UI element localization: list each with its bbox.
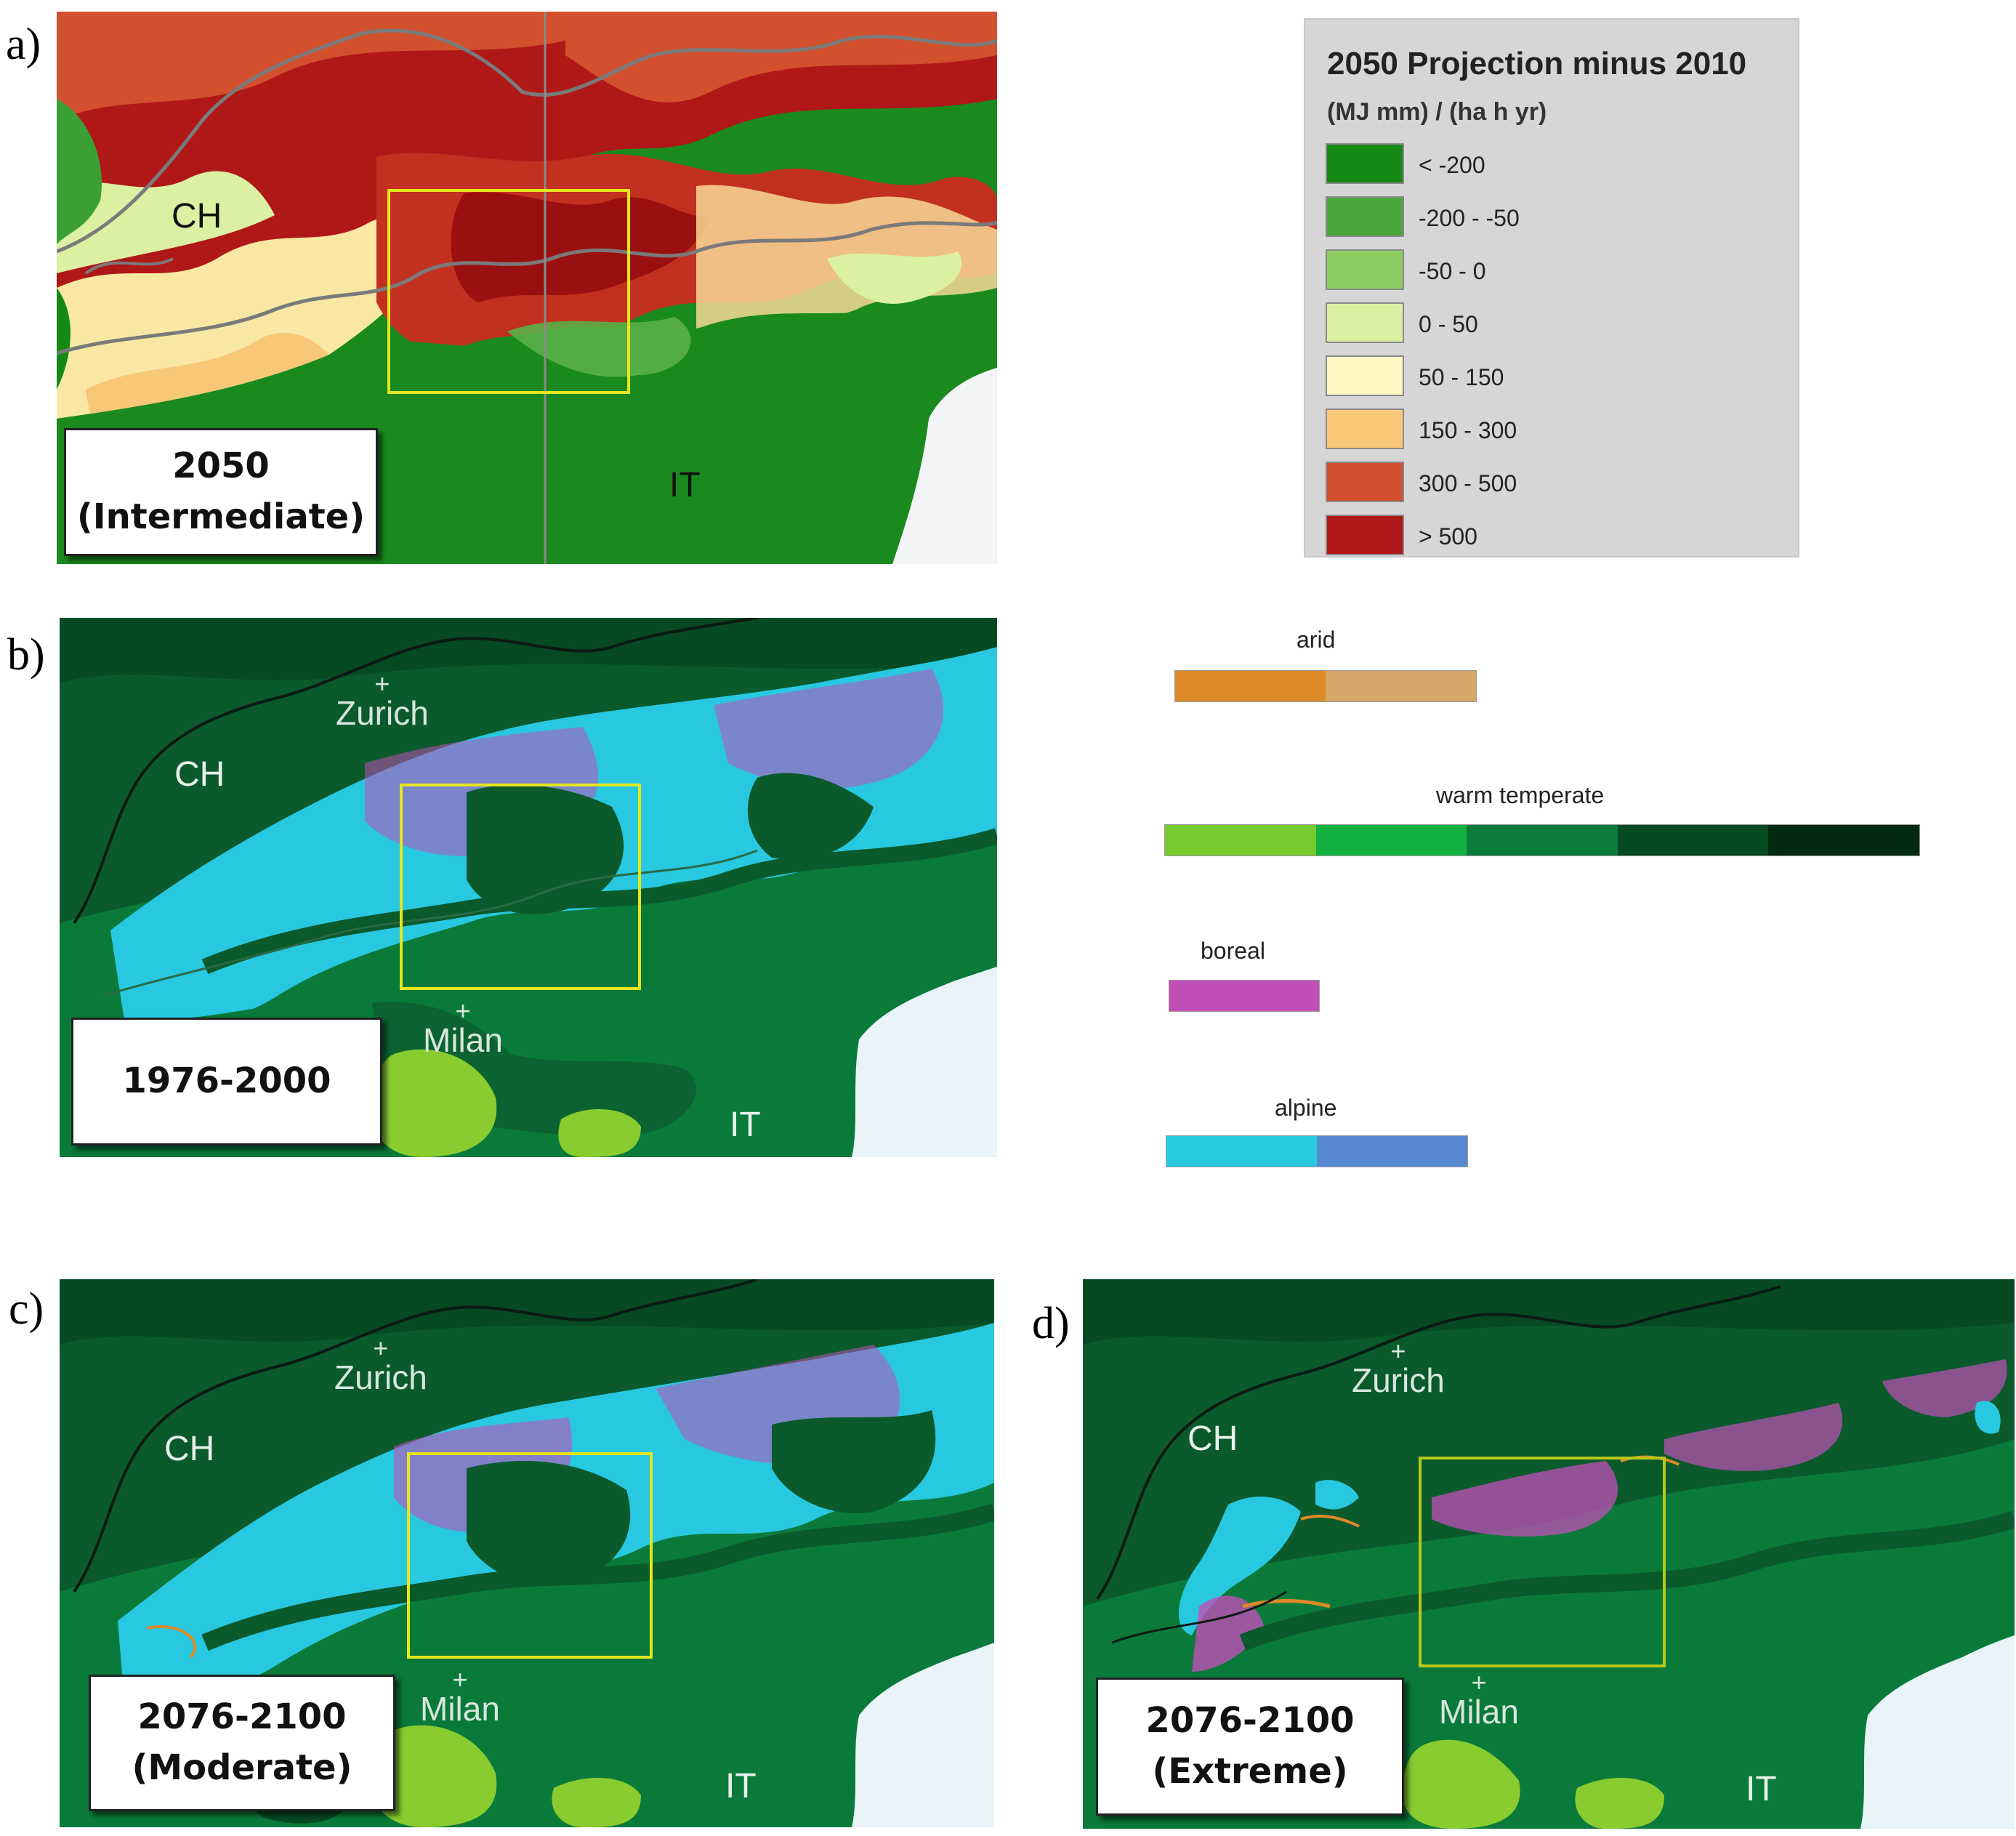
erosivity-legend-swatch: [1326, 462, 1404, 502]
map-c-raster: [60, 1279, 994, 1827]
map-a-period-line-2: (Intermediate): [76, 496, 366, 537]
map-c-city-milan: + Milan: [420, 1667, 500, 1726]
map-a-period-box: 2050 (Intermediate): [64, 428, 378, 556]
map-b-climate-zones: CH IT + Zurich + Milan 1976-2000: [60, 618, 997, 1157]
map-d-city-milan: + Milan: [1439, 1667, 1519, 1731]
erosivity-legend-row: -200 - -50: [1326, 196, 1733, 237]
climate-legend-bar: [1174, 670, 1477, 702]
climate-legend-swatch: [1317, 1136, 1467, 1167]
map-a-label-it: IT: [669, 466, 701, 504]
climate-legend-title: alpine: [1275, 1095, 1337, 1121]
erosivity-legend-swatch: [1326, 143, 1404, 184]
erosivity-legend-swatch: [1326, 196, 1404, 237]
erosivity-legend-label: -200 - -50: [1419, 205, 1520, 231]
map-a-label-ch: CH: [172, 197, 222, 235]
climate-legend-bar: [1166, 1135, 1468, 1167]
map-a-period-line-1: 2050: [172, 446, 270, 487]
climate-legend-title: warm temperate: [1436, 782, 1605, 808]
erosivity-legend-row: 300 - 500: [1326, 462, 1733, 502]
map-b-city-milan: + Milan: [423, 996, 503, 1059]
panel-d-letter: d): [1032, 1299, 1070, 1348]
erosivity-legend-label: < -200: [1419, 152, 1485, 178]
map-b-period-box: 1976-2000: [71, 1018, 382, 1146]
erosivity-legend-label: > 500: [1419, 523, 1477, 549]
panel-a-letter: a): [6, 20, 41, 69]
climate-legend-swatch: [1166, 1136, 1317, 1167]
map-d-study-area-box: [1419, 1457, 1666, 1667]
map-b-label-it: IT: [730, 1106, 761, 1144]
map-c-label-it: IT: [725, 1767, 757, 1805]
map-d-label-ch: CH: [1188, 1420, 1238, 1458]
climate-legend-swatch: [1326, 671, 1476, 701]
erosivity-legend-row: > 500: [1326, 515, 1733, 555]
erosivity-legend-swatch: [1326, 302, 1404, 343]
map-d-city-milan-label: Milan: [1439, 1693, 1519, 1731]
climate-legend-title: arid: [1297, 627, 1336, 653]
climate-legend-bar: [1169, 980, 1320, 1012]
map-d-label-it: IT: [1746, 1770, 1777, 1808]
panel-c-letter: c): [9, 1284, 44, 1334]
map-d-period-box: 2076-2100 (Extreme): [1096, 1678, 1404, 1816]
climate-legend-swatch: [1315, 825, 1467, 855]
milan-marker-icon: +: [452, 1664, 468, 1694]
erosivity-legend-swatch: [1326, 249, 1404, 290]
erosivity-legend-swatch: [1326, 515, 1404, 555]
erosivity-legend-row: 0 - 50: [1326, 302, 1733, 343]
climate-legend-title: boreal: [1201, 938, 1265, 964]
zurich-marker-icon: +: [373, 1333, 389, 1363]
map-d-city-zurich-label: Zurich: [1352, 1361, 1445, 1399]
climate-legend-bar: [1164, 824, 1920, 856]
map-a-erosivity-change: CH IT 2050 (Intermediate): [57, 12, 997, 564]
erosivity-legend-swatch: [1326, 355, 1404, 396]
map-d-raster: [1083, 1279, 2015, 1829]
map-b-city-zurich-label: Zurich: [336, 694, 429, 732]
map-b-study-area-box: [400, 784, 641, 990]
climate-legend-swatch: [1169, 981, 1319, 1011]
erosivity-legend-title: 2050 Projection minus 2010: [1327, 46, 1747, 81]
milan-marker-icon: +: [455, 996, 471, 1026]
map-c-study-area-box: [407, 1452, 653, 1659]
map-a-raster: [57, 12, 997, 564]
erosivity-legend-row: < -200: [1326, 143, 1733, 184]
erosivity-legend-row: -50 - 0: [1326, 249, 1733, 290]
panel-b-letter: b): [7, 630, 45, 680]
climate-legend-swatch: [1617, 825, 1769, 855]
erosivity-legend-row: 50 - 150: [1326, 355, 1733, 396]
map-c-climate-zones: CH IT + Zurich + Milan 2076-2100 (Modera…: [60, 1279, 994, 1827]
map-c-label-ch: CH: [164, 1430, 215, 1468]
map-d-period-line-1: 2076-2100: [1145, 1700, 1355, 1742]
map-d-city-zurich: + Zurich: [1352, 1336, 1445, 1399]
erosivity-legend-unit: (MJ mm) / (ha h yr): [1327, 98, 1547, 126]
zurich-marker-icon: +: [1390, 1336, 1406, 1366]
map-d-period-line-2: (Extreme): [1152, 1751, 1348, 1792]
erosivity-legend: 2050 Projection minus 2010 (MJ mm) / (ha…: [1304, 18, 1799, 557]
map-d-climate-zones: CH IT + Zurich + Milan 2076-2100 (Extrem…: [1083, 1279, 2015, 1829]
map-b-city-zurich: + Zurich: [336, 669, 429, 732]
zurich-marker-icon: +: [374, 669, 390, 698]
climate-legend-swatch: [1175, 671, 1326, 701]
erosivity-legend-label: 150 - 300: [1419, 417, 1517, 443]
map-c-period-line-1: 2076-2100: [137, 1696, 347, 1738]
map-c-period-box: 2076-2100 (Moderate): [89, 1675, 395, 1811]
erosivity-legend-row: 150 - 300: [1326, 408, 1733, 449]
erosivity-legend-swatch: [1326, 408, 1404, 449]
map-c-city-milan-label: Milan: [420, 1690, 500, 1728]
map-c-city-zurich-label: Zurich: [334, 1358, 427, 1396]
map-a-study-area-box: [387, 189, 630, 394]
milan-marker-icon: +: [1471, 1667, 1487, 1697]
map-b-label-ch: CH: [174, 755, 225, 794]
map-c-city-zurich: + Zurich: [334, 1333, 427, 1396]
climate-legend-swatch: [1467, 825, 1618, 855]
map-c-period-line-2: (Moderate): [132, 1747, 352, 1788]
erosivity-legend-label: 50 - 150: [1419, 364, 1504, 390]
erosivity-legend-label: 300 - 500: [1419, 470, 1517, 496]
map-b-period-line-1: 1976-2000: [122, 1060, 331, 1102]
erosivity-legend-label: -50 - 0: [1419, 258, 1486, 284]
climate-legend-swatch: [1768, 825, 1919, 855]
climate-legend-swatch: [1165, 825, 1316, 855]
erosivity-legend-label: 0 - 50: [1419, 311, 1478, 337]
map-b-city-milan-label: Milan: [423, 1021, 503, 1059]
